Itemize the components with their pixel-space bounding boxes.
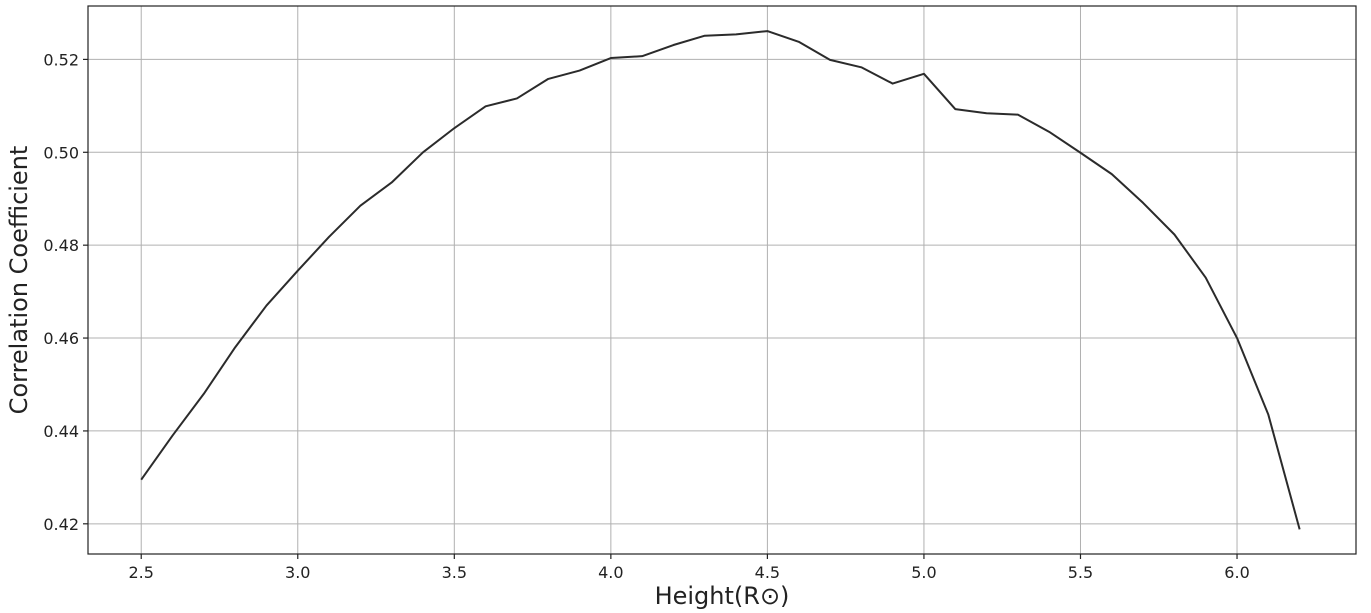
data-point (1079, 152, 1081, 154)
data-point (297, 270, 299, 272)
data-point (672, 44, 674, 46)
data-point (641, 55, 643, 57)
data-point (359, 205, 361, 207)
y-tick-label: 0.46 (43, 329, 79, 348)
data-point (610, 57, 612, 59)
data-point (1173, 233, 1175, 235)
data-points (140, 30, 1300, 530)
data-point (391, 181, 393, 183)
x-axis-ticks: 2.5 3.0 3.5 4.0 4.5 5.0 5.5 6.0 (128, 554, 1250, 582)
grid-lines (88, 6, 1356, 554)
data-point (735, 33, 737, 35)
data-point (829, 59, 831, 61)
data-point (986, 112, 988, 114)
data-point (234, 346, 236, 348)
data-point (172, 435, 174, 437)
x-axis-label: Height(R⊙) (655, 582, 790, 610)
data-point (1205, 277, 1207, 279)
data-point (1267, 414, 1269, 416)
data-point (140, 479, 142, 481)
y-axis-label: Correlation Coefficient (5, 146, 33, 415)
data-point (1299, 528, 1301, 530)
data-point (798, 41, 800, 43)
x-tick-label: 2.5 (128, 563, 153, 582)
data-point (923, 73, 925, 75)
x-tick-label: 4.0 (598, 563, 623, 582)
data-point (265, 305, 267, 307)
plot-frame (87, 5, 1357, 555)
data-point (892, 83, 894, 85)
data-point (485, 105, 487, 107)
data-point (766, 30, 768, 32)
y-tick-label: 0.48 (43, 236, 79, 255)
y-tick-label: 0.42 (43, 515, 79, 534)
y-axis-ticks: 0.42 0.44 0.46 0.48 0.50 0.52 (43, 50, 88, 534)
data-point (1236, 337, 1238, 339)
data-point (704, 35, 706, 37)
data-point (453, 127, 455, 129)
x-tick-label: 3.0 (285, 563, 310, 582)
data-point (203, 393, 205, 395)
y-tick-label: 0.44 (43, 422, 79, 441)
data-point (547, 78, 549, 80)
data-point (860, 66, 862, 68)
x-tick-label: 5.0 (911, 563, 936, 582)
data-point (1111, 173, 1113, 175)
data-point (516, 97, 518, 99)
data-point (1048, 131, 1050, 133)
x-tick-label: 4.5 (755, 563, 780, 582)
data-point (954, 108, 956, 110)
series-line (140, 30, 1301, 530)
data-point (422, 151, 424, 153)
x-tick-label: 6.0 (1224, 563, 1249, 582)
y-tick-label: 0.50 (43, 143, 79, 162)
data-point (1142, 202, 1144, 204)
data-point (579, 70, 581, 72)
x-tick-label: 3.5 (442, 563, 467, 582)
data-point (1017, 114, 1019, 116)
data-point (328, 236, 330, 238)
x-tick-label: 5.5 (1068, 563, 1093, 582)
y-tick-label: 0.52 (43, 50, 79, 69)
